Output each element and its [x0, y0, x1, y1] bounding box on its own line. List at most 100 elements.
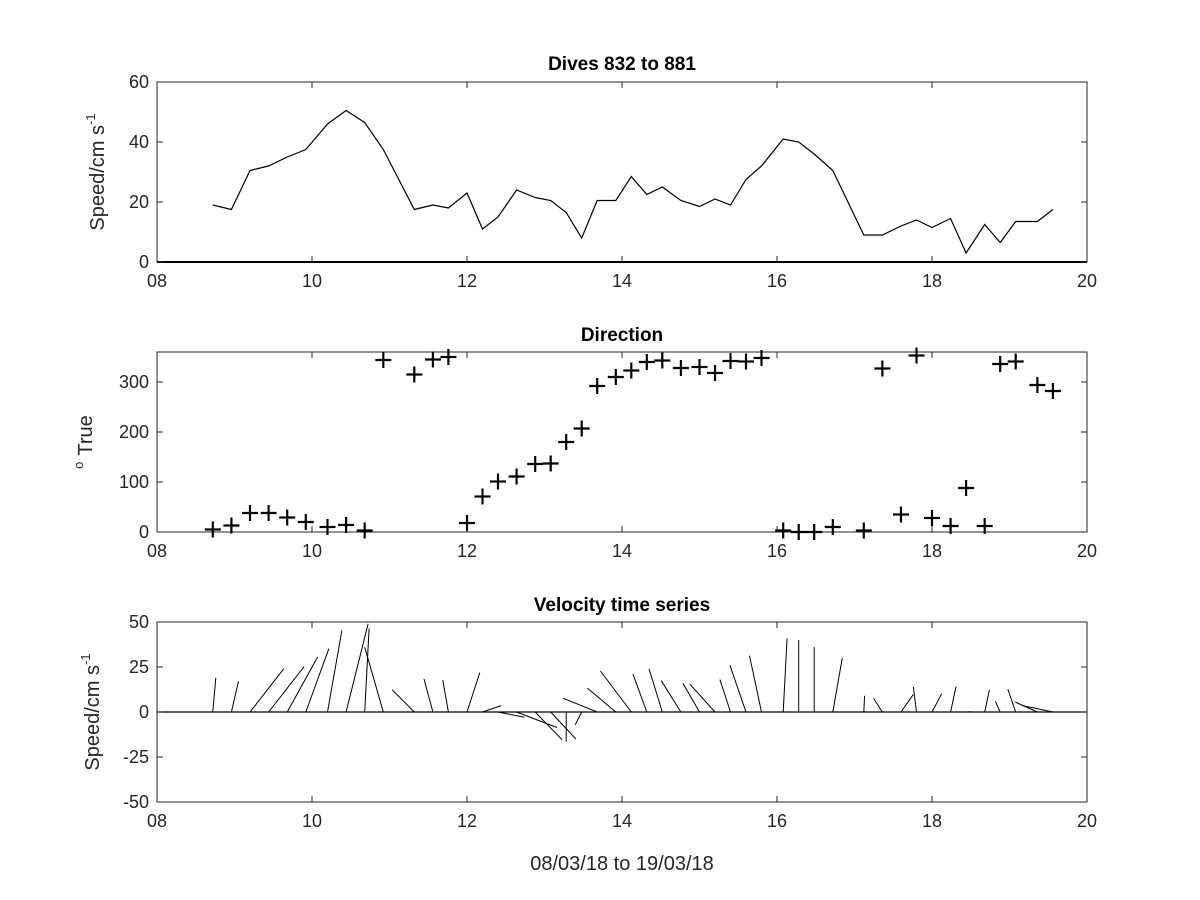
direction-markers [204, 347, 1061, 540]
x-tick-label: 08 [147, 541, 167, 561]
velocity-y-label-text: Speed/cm s [82, 665, 104, 771]
direction-point [319, 519, 336, 535]
y-tick-label: 0 [139, 702, 149, 722]
direction-point [260, 505, 277, 521]
x-tick-label: 10 [302, 541, 322, 561]
direction-point [753, 350, 770, 366]
direction-point [338, 517, 355, 533]
velocity-stick [1021, 705, 1054, 713]
x-tick-label: 20 [1077, 811, 1097, 831]
direction-point [1007, 353, 1024, 370]
x-tick-label: 14 [612, 541, 632, 561]
direction-point [490, 473, 506, 490]
velocity-stick [249, 668, 285, 713]
velocity-stick [632, 673, 648, 713]
direction-point [893, 506, 909, 523]
direction-point [223, 517, 240, 534]
speed-y-axis-label: Speed/cm s-1 [83, 113, 109, 230]
velocity-stick [729, 665, 747, 713]
x-tick-label: 18 [922, 271, 942, 291]
direction-point [806, 524, 823, 540]
velocity-stick [497, 711, 525, 718]
velocity-stick [534, 711, 563, 741]
direction-point [638, 354, 655, 370]
y-tick-label: 40 [129, 132, 149, 152]
velocity-panel: 08 10 12 14 16 18 20 -50 -25 0 25 50 Velocity time … [78, 595, 1097, 875]
x-tick-label: 10 [302, 271, 322, 291]
velocity-stick [364, 628, 370, 713]
direction-point [722, 353, 739, 369]
direction-point [790, 524, 807, 540]
velocity-stick [863, 695, 866, 713]
direction-point [707, 365, 723, 381]
x-tick-label: 18 [922, 541, 942, 561]
velocity-stick [442, 680, 449, 713]
velocity-stick [212, 677, 217, 713]
x-tick-label: 16 [767, 541, 787, 561]
x-tick-label: 18 [922, 811, 942, 831]
direction-point [242, 505, 258, 521]
direction-point [976, 518, 993, 534]
direction-point [527, 456, 544, 472]
svg-text:oTrue: o True [71, 415, 97, 469]
velocity-x-axis-label: 08/03/18 to 19/03/18 [530, 853, 714, 875]
direction-point [375, 352, 392, 368]
velocity-stick [689, 683, 716, 713]
velocity-stick [345, 623, 369, 713]
direction-point [1029, 377, 1046, 393]
direction-point [607, 369, 624, 385]
x-tick-label: 16 [767, 811, 787, 831]
y-tick-label: 100 [119, 472, 149, 492]
velocity-stick [719, 679, 731, 713]
speed-axis-ticks: 08 10 12 14 16 18 20 0 20 40 60 [129, 72, 1097, 291]
x-tick-label: 08 [147, 271, 167, 291]
speed-y-label-sup: -1 [83, 113, 98, 125]
y-tick-label: 0 [139, 522, 149, 542]
speed-y-label-text: Speed/cm s [87, 125, 109, 231]
velocity-stick [832, 657, 843, 713]
velocity-y-axis-label: Speed/cm s-1 [78, 653, 104, 770]
y-tick-label: 25 [129, 657, 149, 677]
svg-text:Speed/cm s-1: Speed/cm s-1 [78, 653, 104, 770]
direction-point [672, 360, 689, 376]
y-tick-label: 300 [119, 372, 149, 392]
direction-point [623, 362, 640, 379]
velocity-stick [873, 698, 883, 713]
direction-point [958, 480, 975, 496]
velocity-stick [587, 687, 617, 713]
velocity-stick [950, 686, 957, 713]
direction-point [204, 521, 221, 538]
x-tick-label: 12 [457, 541, 477, 561]
direction-point [424, 351, 441, 368]
direction-point [297, 514, 314, 530]
velocity-stick [562, 697, 598, 713]
velocity-stick [984, 689, 990, 713]
velocity-stick [423, 678, 434, 713]
y-tick-label: 50 [129, 612, 149, 632]
speed-plot-area [156, 81, 1088, 263]
y-tick-label: -50 [123, 792, 149, 812]
y-tick-label: 20 [129, 192, 149, 212]
direction-point [924, 510, 940, 526]
velocity-stick-marks [157, 623, 1087, 742]
velocity-stick [268, 666, 305, 713]
y-tick-label: -25 [123, 747, 149, 767]
direction-point [738, 353, 754, 370]
direction-plot-area [156, 351, 1088, 533]
x-tick-label: 14 [612, 811, 632, 831]
speed-series-line [212, 109, 1054, 255]
direction-point [279, 509, 296, 526]
x-tick-label: 12 [457, 271, 477, 291]
direction-point [874, 360, 891, 377]
velocity-stick [900, 694, 914, 713]
direction-point [573, 420, 590, 437]
direction-point [992, 356, 1009, 372]
x-tick-label: 20 [1077, 271, 1097, 291]
velocity-stick [482, 705, 502, 713]
velocity-stick [931, 693, 943, 713]
svg-text:Speed/cm s-1: Speed/cm s-1 [83, 113, 109, 230]
velocity-axis-ticks: 08 10 12 14 16 18 20 -50 -25 0 25 50 [123, 612, 1097, 831]
velocity-stick [364, 646, 384, 713]
x-tick-label: 12 [457, 811, 477, 831]
